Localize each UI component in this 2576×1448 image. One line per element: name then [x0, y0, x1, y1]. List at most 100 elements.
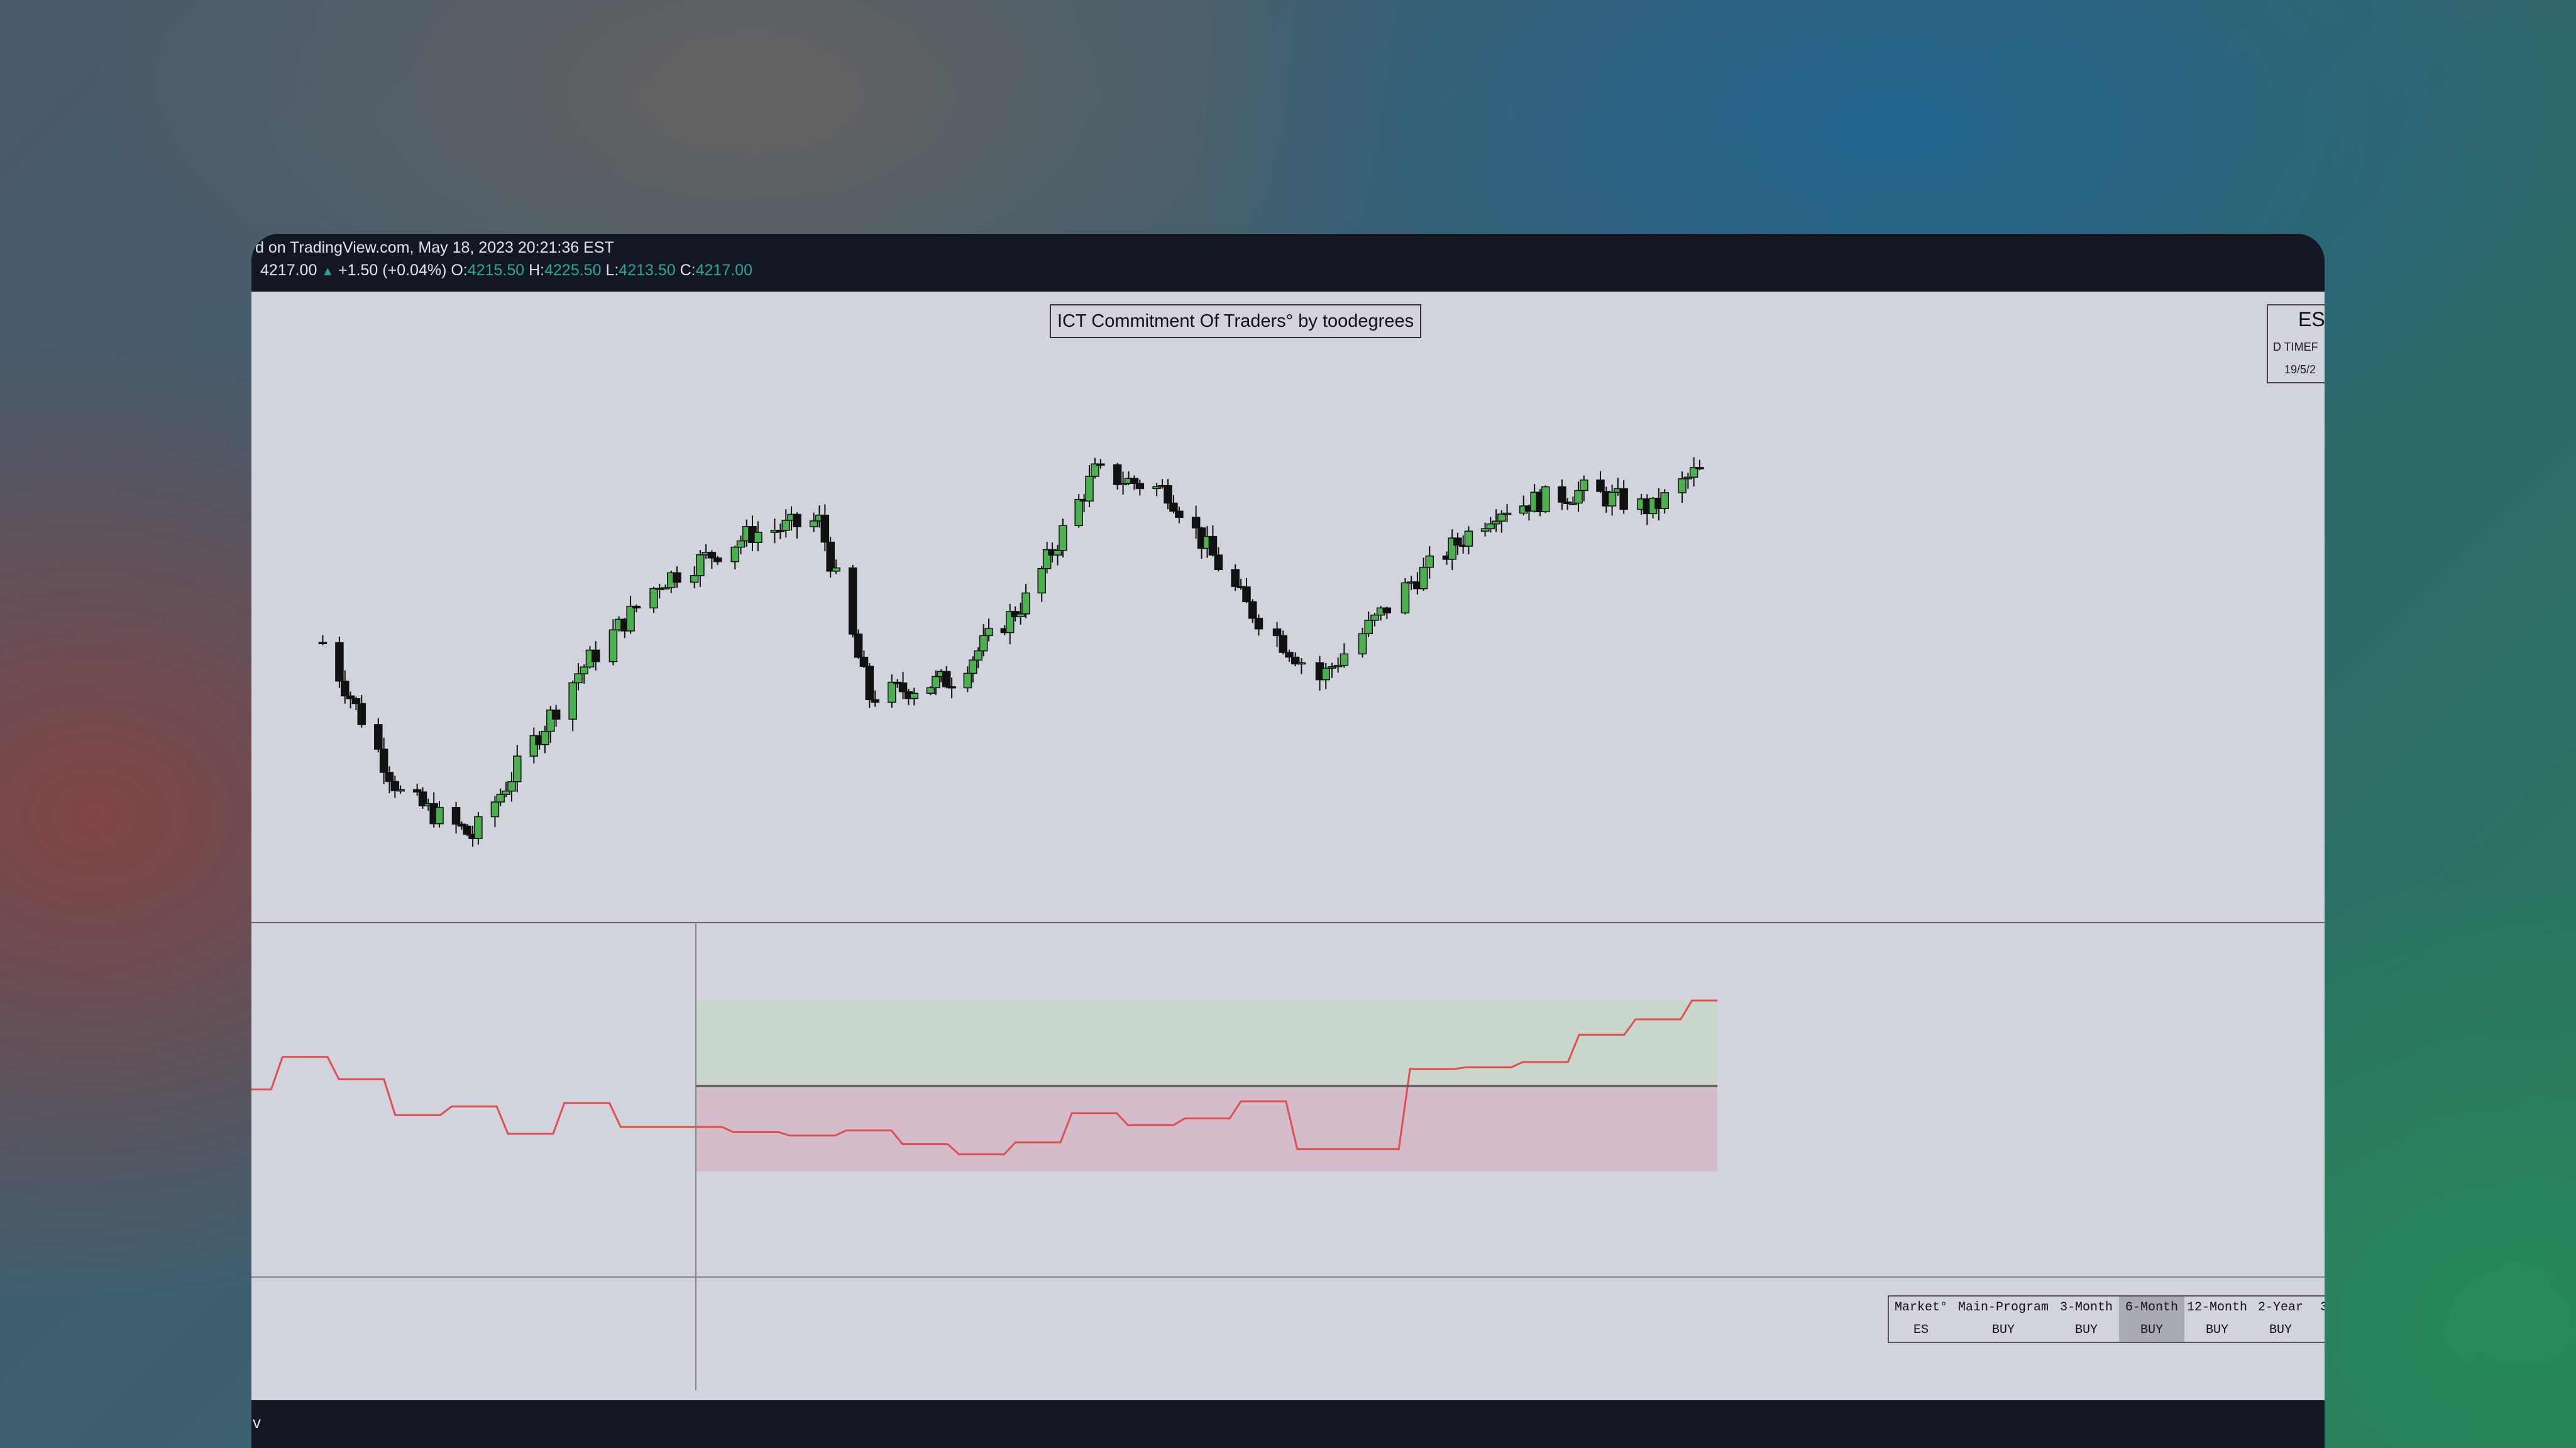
- candle: [984, 618, 993, 642]
- table-value-cell: BUY: [1991, 1323, 2015, 1337]
- candle: [942, 666, 951, 689]
- candle: [947, 677, 956, 699]
- candle: [1328, 662, 1336, 678]
- candle: [463, 824, 471, 836]
- candle: [1208, 525, 1218, 557]
- candle: [1574, 481, 1583, 512]
- candle: [793, 512, 801, 539]
- candle: [1118, 471, 1128, 495]
- candle: [910, 688, 919, 706]
- candle: [1091, 458, 1099, 479]
- footer-text: v: [253, 1413, 261, 1432]
- candle: [1175, 507, 1184, 524]
- candle: [932, 670, 940, 695]
- candle: [1321, 663, 1330, 689]
- chart-canvas[interactable]: [251, 292, 2325, 1390]
- candle: [1689, 457, 1698, 487]
- candle: [335, 636, 344, 688]
- candle: [1358, 628, 1367, 658]
- candle: [649, 586, 658, 613]
- candle: [632, 604, 641, 613]
- candle: [707, 550, 717, 569]
- candle: [1291, 652, 1300, 667]
- candle: [1497, 510, 1506, 533]
- timeframe-label: D TIMEF: [2273, 341, 2318, 353]
- candle: [529, 727, 539, 764]
- candle: [374, 718, 383, 753]
- candle: [1607, 485, 1617, 516]
- candle: [1096, 459, 1105, 469]
- candle: [396, 785, 405, 794]
- candle: [541, 725, 549, 754]
- candle: [1021, 584, 1030, 618]
- candle: [1580, 475, 1588, 502]
- candle: [1085, 465, 1094, 507]
- candle: [848, 564, 857, 638]
- candle: [979, 624, 988, 657]
- candle: [474, 811, 483, 845]
- candle: [1248, 599, 1257, 623]
- candle: [1315, 655, 1324, 691]
- last-price: 4217.00: [260, 261, 317, 279]
- candle: [1016, 602, 1025, 625]
- candle: [507, 772, 516, 802]
- candle: [1272, 622, 1282, 647]
- candle: [1242, 578, 1251, 603]
- candle: [696, 550, 705, 587]
- candle: [809, 512, 818, 532]
- table-header-cell: 6-Month: [2119, 1297, 2184, 1319]
- chart-window: d on TradingView.com, May 18, 2023 20:21…: [251, 234, 2325, 1448]
- candle: [781, 509, 790, 538]
- candle: [513, 745, 522, 793]
- candle: [608, 619, 618, 666]
- candle: [1453, 532, 1462, 556]
- candle: [1370, 612, 1379, 627]
- candle: [1059, 518, 1067, 557]
- candle: [1037, 566, 1046, 602]
- cot-index-line: [251, 999, 1717, 1156]
- candle: [574, 663, 583, 691]
- table-header-cell: 3-Month: [2059, 1300, 2113, 1315]
- candle: [551, 705, 561, 727]
- candle: [963, 666, 972, 693]
- close-label: C:: [680, 261, 696, 279]
- candle: [1419, 557, 1428, 591]
- candle: [1502, 504, 1512, 522]
- candle: [412, 783, 422, 796]
- candle: [1541, 485, 1550, 513]
- table-header-cell: Market°: [1894, 1300, 1947, 1315]
- candle: [969, 656, 977, 683]
- candle: [1214, 547, 1223, 572]
- candle: [854, 629, 863, 659]
- candle: [898, 672, 908, 699]
- candle: [351, 696, 361, 711]
- cot-signal-table: Market° ES Main-Program BUY 3-Month BUY 6-Mont…: [1888, 1295, 2325, 1343]
- sell-zone: [696, 1086, 1717, 1171]
- candle: [1364, 612, 1373, 637]
- candle: [832, 559, 840, 574]
- chart-plot-area[interactable]: ICT Commitment Of Traders° by toodegrees…: [251, 292, 2325, 1390]
- candle: [1678, 471, 1687, 503]
- ticker-symbol: ES: [2298, 308, 2325, 331]
- candle: [1660, 489, 1669, 514]
- table-header-cell: 12-Month: [2186, 1300, 2247, 1315]
- candle: [1425, 546, 1434, 579]
- candle: [1279, 630, 1288, 655]
- candle: [888, 674, 896, 708]
- open-value: 4215.50: [467, 261, 525, 279]
- candle: [1480, 522, 1490, 537]
- candle: [626, 596, 635, 634]
- candle: [1695, 459, 1704, 471]
- open-label: O:: [451, 261, 468, 279]
- candle: [1169, 495, 1178, 514]
- candle: [1596, 471, 1605, 493]
- cot-zones: [696, 1001, 1717, 1171]
- table-header-cell: 3: [2311, 1297, 2325, 1319]
- candle: [1113, 463, 1122, 490]
- candle: [736, 535, 746, 554]
- price-line: 4217.00 ▲ +1.50 (+0.04%) O:4215.50 H:422…: [260, 261, 752, 280]
- candle: [1042, 542, 1052, 574]
- high-label: H:: [529, 261, 545, 279]
- candle: [1568, 496, 1578, 505]
- candle: [1486, 517, 1495, 533]
